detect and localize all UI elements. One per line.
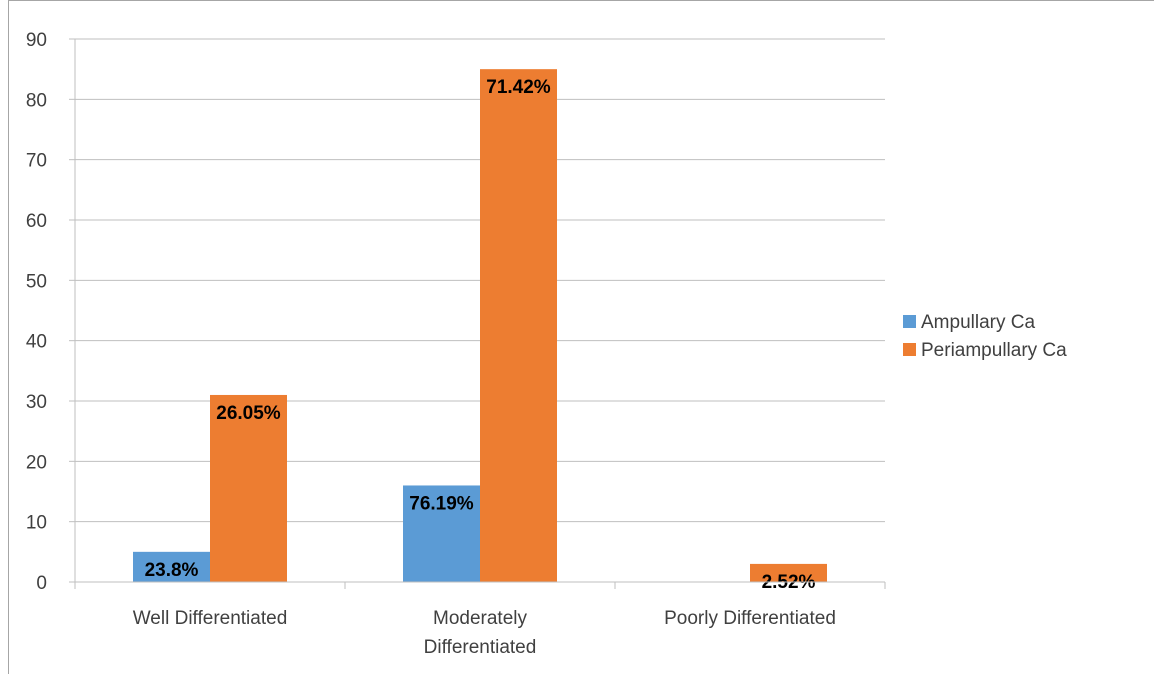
bar-periampullary — [210, 394, 287, 582]
y-tick-label: 50 — [26, 271, 47, 292]
bars — [133, 69, 827, 582]
bar-ampullary — [403, 485, 480, 582]
x-tick-label: Differentiated — [424, 637, 537, 658]
x-tick-label: Poorly Differentiated — [664, 608, 836, 629]
x-tick-label: Moderately — [433, 608, 527, 629]
legend-label: Periampullary Ca — [921, 340, 1067, 361]
chart-frame — [8, 0, 1154, 674]
y-tick-label: 70 — [26, 151, 47, 172]
x-tick-label: Well Differentiated — [133, 608, 288, 629]
y-tick-label: 40 — [26, 332, 47, 353]
y-tick-label: 30 — [26, 392, 47, 413]
x-axis-labels: Well Differentiated Moderately Differentia… — [133, 608, 836, 658]
x-axis — [74, 39, 886, 589]
y-tick-label: 80 — [26, 90, 47, 111]
bar-ampullary — [133, 551, 210, 582]
y-tick-label: 0 — [36, 573, 47, 594]
data-label: 26.05% — [216, 403, 281, 424]
data-label: 23.8% — [145, 560, 199, 581]
legend: Ampullary Ca Periampullary Ca — [903, 312, 1067, 361]
legend-swatch — [903, 315, 916, 328]
y-tick-label: 20 — [26, 452, 47, 473]
bar-periampullary — [750, 563, 827, 582]
y-tick-label: 10 — [26, 513, 47, 534]
legend-label: Ampullary Ca — [921, 312, 1035, 333]
bar-periampullary — [480, 69, 557, 582]
y-axis-ticks: 0 10 20 30 40 50 60 70 80 90 — [26, 30, 75, 594]
data-label: 76.19% — [409, 493, 474, 514]
y-tick-label: 90 — [26, 30, 47, 51]
data-label: 71.42% — [486, 77, 551, 98]
legend-swatch — [903, 343, 916, 356]
y-tick-label: 60 — [26, 211, 47, 232]
